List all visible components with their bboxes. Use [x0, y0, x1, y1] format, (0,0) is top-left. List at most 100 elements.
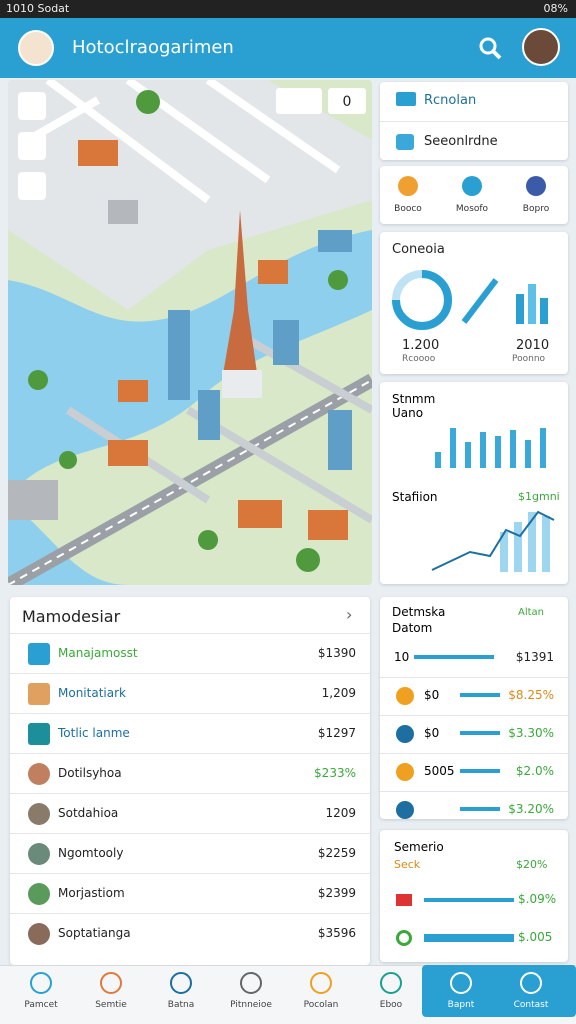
scenario-card: Semerio Seck $20% $.09% $.005: [380, 830, 568, 962]
row-value: $3.20%: [508, 802, 554, 816]
nav-label[interactable]: Pamcet: [24, 1000, 58, 1010]
row-value: $3.30%: [508, 726, 554, 740]
quick-list: Rcnolan Seeonlrdne: [380, 82, 568, 160]
map-button[interactable]: 0: [343, 94, 352, 110]
list-panel: Mamodesiar › Manajamosst $1390 Monitatiark…: [10, 597, 370, 965]
row-value: $8.25%: [508, 688, 554, 702]
profile[interactable]: [522, 28, 560, 66]
nav-label[interactable]: Pitnneioe: [230, 1000, 272, 1010]
row-label: 5005: [424, 764, 455, 778]
card-subtitle: Datom: [392, 621, 433, 635]
shortcut-icon: [398, 176, 418, 196]
row-icon: [396, 687, 414, 705]
app-title: Hotoclraogarimen: [72, 37, 234, 58]
row-icon: [396, 725, 414, 743]
value: $.09%: [518, 892, 557, 906]
link[interactable]: Altan: [518, 607, 545, 618]
row-bar: [460, 769, 500, 773]
divider: [380, 753, 568, 754]
nav-icon: [170, 972, 192, 994]
nav-icon: [380, 972, 402, 994]
header: Hotoclraogarimen: [0, 18, 576, 78]
quick-item[interactable]: Rcnolan: [424, 93, 477, 108]
caption: Poonno: [512, 354, 546, 364]
row-icon: [28, 643, 50, 665]
row-name: Monitatiark: [58, 686, 126, 700]
nav-label[interactable]: Bapnt: [447, 1000, 475, 1010]
list-row[interactable]: Dotilsyhoa $233%: [10, 753, 370, 792]
list-row[interactable]: Sotdahioa 1209: [10, 793, 370, 832]
row-label: 10: [394, 650, 410, 664]
list-row[interactable]: Totlic lanme $1297: [10, 713, 370, 752]
nav-label[interactable]: Semtie: [95, 1000, 127, 1010]
stat: 2010: [516, 338, 550, 353]
overview-card: Coneoia 1.200 2010 Rcoooo Poonno: [380, 232, 568, 374]
time: 1010 Sodat: [6, 2, 70, 15]
nav-icon: [100, 972, 122, 994]
badge: $20%: [516, 858, 548, 871]
list-row[interactable]: Soptatianga $3596: [10, 913, 370, 952]
row-bar: [460, 731, 500, 735]
card-subtitle: Uano: [392, 406, 424, 420]
quick-item[interactable]: Seeonlrdne: [424, 134, 498, 149]
shortcuts: Booco Mosofo Bopro: [380, 166, 568, 224]
list-row[interactable]: Ngomtooly $2259: [10, 833, 370, 872]
row-value: $3596: [317, 926, 356, 940]
shortcut-label[interactable]: Booco: [394, 204, 422, 214]
nav-label[interactable]: Contast: [513, 1000, 549, 1010]
shortcut-label[interactable]: Bopro: [522, 204, 550, 214]
row-icon: [28, 803, 50, 825]
row-label: $0: [424, 726, 440, 740]
row-icon: [28, 923, 50, 945]
card-title: Detmska: [392, 605, 446, 619]
list-row[interactable]: Manajamosst $1390: [10, 633, 370, 672]
city-map: 0: [8, 80, 372, 585]
row-icon: [28, 843, 50, 865]
row-value: $1297: [317, 726, 356, 740]
badge: $1gmni: [518, 490, 560, 503]
row-bar: [460, 693, 500, 697]
divider: [380, 677, 568, 678]
nav-label[interactable]: Eboo: [379, 1000, 403, 1010]
row-name: Sotdahioa: [58, 806, 119, 820]
row-bar: [460, 807, 500, 811]
nav-label[interactable]: Pocolan: [303, 1000, 339, 1010]
chart-label: Stafiion: [392, 490, 438, 504]
row-icon: [28, 763, 50, 785]
nav-label[interactable]: Batna: [167, 1000, 195, 1010]
stat: 1.200: [402, 338, 440, 353]
row-icon: [396, 801, 414, 819]
row-icon: [396, 763, 414, 781]
row-label: $0: [424, 688, 440, 702]
shortcut-icon: [526, 176, 546, 196]
battery: 08%: [543, 2, 568, 15]
row-value: $1390: [317, 646, 356, 660]
sub: Seck: [394, 858, 421, 871]
shortcut-label[interactable]: Mosofo: [455, 204, 489, 214]
avatar[interactable]: [18, 30, 54, 66]
divider: [380, 829, 568, 830]
row-name: Totlic lanme: [58, 726, 130, 740]
list-title: Mamodesiar: [22, 607, 121, 626]
status-bar: 1010 Sodat 08%: [0, 0, 576, 18]
card-title: Semerio: [394, 840, 444, 854]
stats-graphics: [431, 428, 555, 572]
nav-icon: [310, 972, 332, 994]
row-value: 1,209: [321, 686, 356, 700]
card-title: Coneoia: [392, 242, 445, 257]
data-card: Detmska Datom Altan 10 $1391 $0 $8.25% $0 $3.…: [380, 597, 568, 830]
divider: [380, 791, 568, 792]
stats-card: Stnmm Uano Stafiion $1gmni: [380, 382, 568, 584]
search-icon[interactable]: [478, 36, 502, 60]
list-row[interactable]: Monitatiark 1,209: [10, 673, 370, 712]
row-bar: [414, 655, 494, 659]
row-name: Ngomtooly: [58, 846, 124, 860]
row-name: Morjastiom: [58, 886, 125, 900]
nav-icon: [450, 972, 472, 994]
row-name: Manajamosst: [58, 646, 138, 660]
row-name: Dotilsyhoa: [58, 766, 122, 780]
row-icon: [28, 723, 50, 745]
nav-icon: [30, 972, 52, 994]
list-row[interactable]: Morjastiom $2399: [10, 873, 370, 912]
